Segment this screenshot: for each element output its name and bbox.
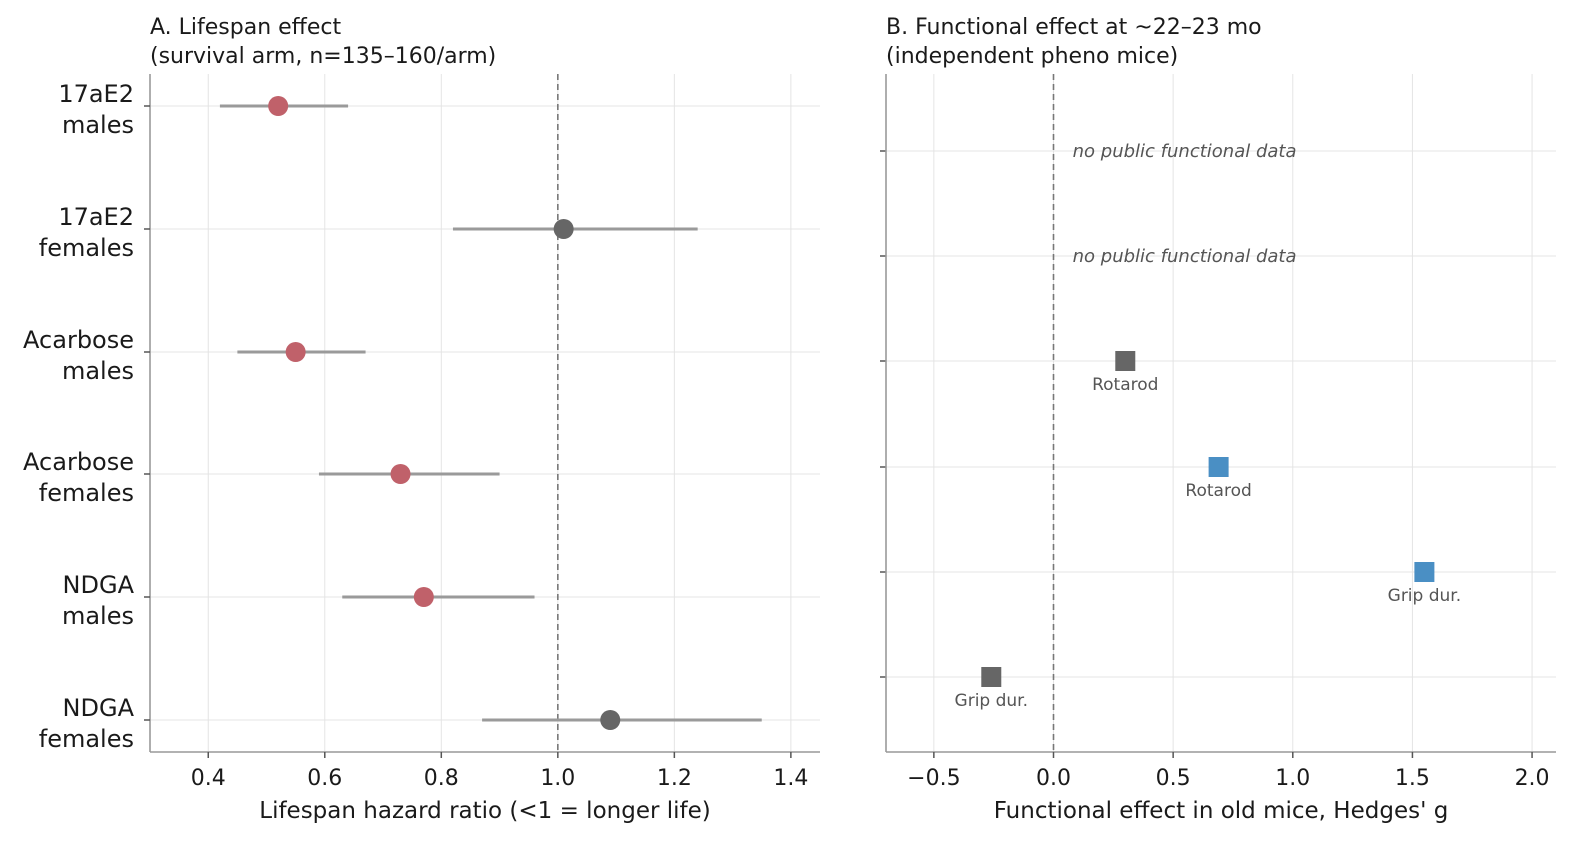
panel-a-category-line1-0: 17aE2 [58, 80, 134, 108]
panel-a-point-0 [268, 96, 289, 116]
panel-a-category-line2-4: males [62, 602, 134, 630]
panel-a-category-line1-1: 17aE2 [58, 203, 134, 231]
panel-a-xtick-label-4: 1.2 [657, 766, 692, 791]
panel-b-point-2 [1115, 351, 1136, 371]
panel-a-category-line1-2: Acarbose [23, 326, 134, 354]
panel-a-point-3 [390, 464, 411, 484]
panel-b-note-0: no public functional data [1073, 141, 1297, 162]
panel-a-marks [219, 96, 762, 730]
panel-a-category-labels: 17aE2 males 17aE2 females Acarbose males Acarb… [23, 80, 150, 753]
panel-b-title-line1: B. Functional effect at ~22–23 mo [886, 15, 1262, 40]
panel-b-point-label-5: Grip dur. [955, 691, 1028, 711]
panel-b-xtick-label-4: 1.5 [1395, 766, 1430, 791]
panel-b-xtick-label-3: 1.0 [1275, 766, 1310, 791]
panel-b-note-1: no public functional data [1073, 246, 1297, 267]
panel-b-point-label-4: Grip dur. [1388, 586, 1461, 606]
panel-b-x-ticks: −0.5 0.0 0.5 1.0 1.5 2.0 [907, 752, 1550, 791]
panel-b-point-label-2: Rotarod [1092, 375, 1158, 395]
panel-a-xtick-label-1: 0.6 [307, 766, 342, 791]
panel-b-x-axis-label: Functional effect in old mice, Hedges' g [994, 798, 1449, 824]
panel-b-point-3 [1208, 457, 1229, 477]
panel-a-category-line1-4: NDGA [63, 571, 135, 599]
panel-a-x-axis-label: Lifespan hazard ratio (<1 = longer life) [259, 798, 711, 824]
panel-b-xtick-label-2: 0.5 [1156, 766, 1191, 791]
panel-b-xtick-label-1: 0.0 [1036, 766, 1071, 791]
panel-a-title-line2: (survival arm, n=135–160/arm) [150, 44, 496, 69]
panel-a-category-line2-3: females [39, 479, 134, 507]
panel-a-point-1 [553, 219, 574, 239]
panel-b-point-5 [981, 667, 1002, 687]
panel-a-xtick-label-3: 1.0 [540, 766, 575, 791]
panel-a-point-2 [285, 342, 306, 362]
panel-b-functional: B. Functional effect at ~22–23 mo (indep… [880, 15, 1556, 824]
panel-a-category-line2-1: females [39, 234, 134, 262]
panel-a-xtick-label-2: 0.8 [424, 766, 459, 791]
panel-a-category-line1-5: NDGA [63, 694, 135, 722]
panel-b-xtick-label-5: 2.0 [1515, 766, 1550, 791]
panel-a-title-line1: A. Lifespan effect [150, 15, 341, 40]
panel-a-xtick-label-5: 1.4 [773, 766, 808, 791]
panel-a-grid [150, 74, 820, 752]
panel-a-point-5 [600, 710, 621, 730]
panel-b-grid [886, 74, 1556, 752]
panel-a-category-line2-2: males [62, 357, 134, 385]
panel-a-x-ticks: 0.4 0.6 0.8 1.0 1.2 1.4 [191, 752, 808, 791]
panel-b-point-label-3: Rotarod [1185, 481, 1251, 501]
panel-a-category-line2-5: females [39, 725, 134, 753]
panel-a-category-line2-0: males [62, 111, 134, 139]
panel-a-xtick-label-0: 0.4 [191, 766, 226, 791]
panel-a-category-line1-3: Acarbose [23, 448, 134, 476]
panel-b-marks: no public functional data no public funct… [880, 141, 1461, 711]
panel-a-point-4 [413, 587, 434, 607]
panel-b-xtick-label-0: −0.5 [907, 766, 960, 791]
panel-b-title-line2: (independent pheno mice) [886, 44, 1178, 69]
panel-a-lifespan: A. Lifespan effect (survival arm, n=135–… [23, 15, 820, 824]
panel-b-point-4 [1414, 562, 1435, 582]
